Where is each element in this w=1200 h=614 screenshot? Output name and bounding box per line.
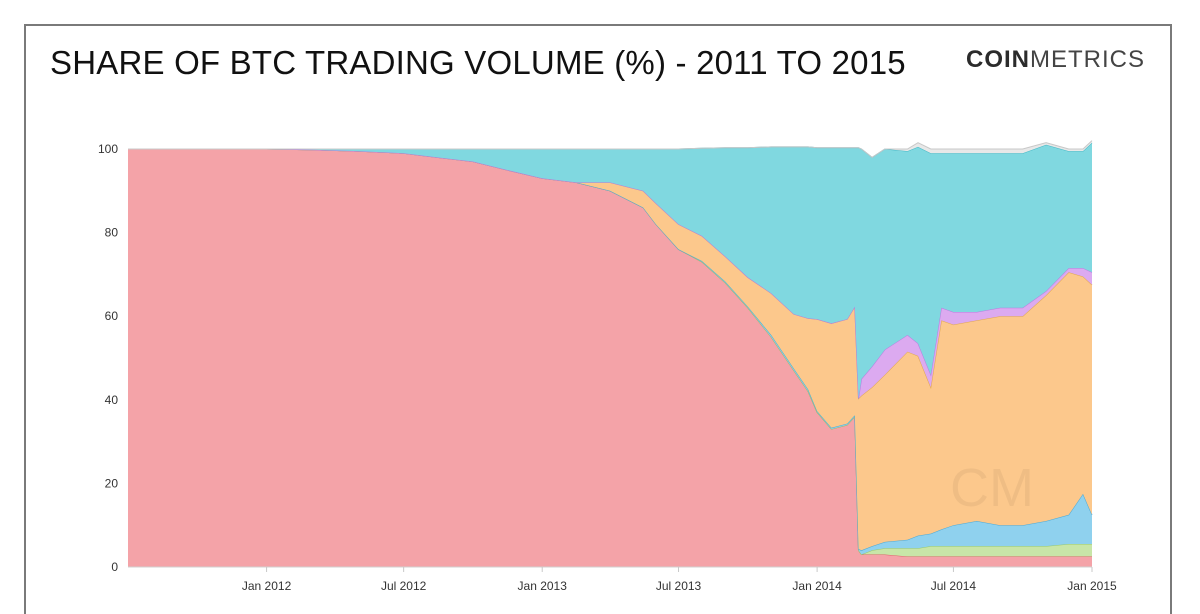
series-area-4 [128,149,1092,551]
x-tick-label: Jul 2013 [656,579,702,593]
series-area-1 [128,149,1092,567]
area-chart: CM 0 20 40 60 80 100 Jan 2012 Jul 2012 Jan 2013… [98,140,1117,593]
x-tick-label: Jul 2012 [381,579,427,593]
series-area-6 [128,142,1092,399]
watermark-logo: CM [950,458,1034,518]
y-tick-label: 0 [111,560,118,574]
x-tick-label: Jul 2014 [931,579,977,593]
y-tick-label: 100 [98,142,118,156]
x-tick-label: Jan 2012 [242,579,292,593]
y-tick-label: 80 [105,226,119,240]
chart-title: SHARE OF BTC TRADING VOLUME (%) - 2011 T… [50,44,906,81]
x-tick-label: Jan 2014 [792,579,842,593]
y-tick-label: 20 [105,476,119,490]
logo-bold-text: COIN [966,46,1030,73]
coinmetrics-logo: COINMETRICS [966,46,1145,74]
y-tick-label: 60 [105,309,119,323]
logo-light-text: METRICS [1030,46,1145,73]
y-axis: 0 20 40 60 80 100 [98,142,118,574]
y-tick-label: 40 [105,393,119,407]
x-tick-label: Jan 2013 [518,579,568,593]
series-areas [128,140,1093,567]
x-tick-label: Jan 2015 [1067,579,1117,593]
x-axis: Jan 2012 Jul 2012 Jan 2013 Jul 2013 Jan 2014… [242,567,1117,593]
series-line-7 [128,140,1093,159]
